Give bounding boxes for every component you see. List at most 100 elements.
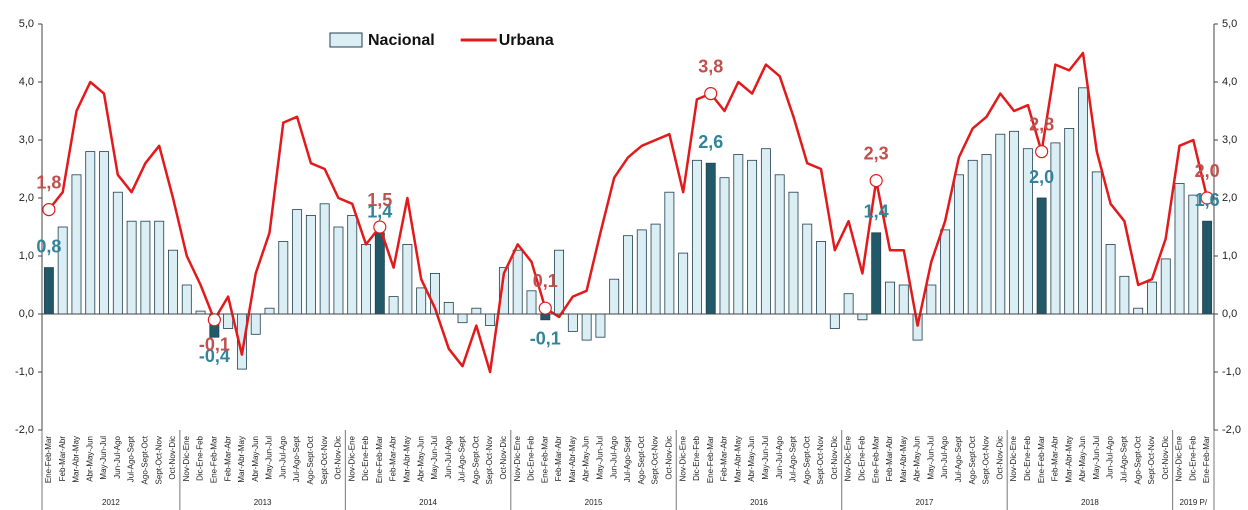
bar <box>981 154 992 315</box>
bar <box>967 159 978 315</box>
x-tick-label: Ene-Feb-Mar <box>871 436 880 483</box>
bar <box>940 229 951 315</box>
y2-tick-label: 4,0 <box>1222 76 1237 88</box>
marker <box>42 203 56 217</box>
bar <box>416 287 427 315</box>
bar <box>140 220 151 315</box>
year-label: 2012 <box>102 498 120 507</box>
x-tick-label: Oct-Nov-Dic <box>1161 436 1170 480</box>
data-label: 2,8 <box>1029 114 1054 134</box>
x-tick-label: Feb-Mar-Abr <box>389 436 398 482</box>
x-tick-label: Dic-Ene-Feb <box>196 435 205 480</box>
bar <box>995 133 1006 315</box>
y-tick-label: -2,0 <box>15 424 34 436</box>
bar <box>1036 197 1047 315</box>
marker <box>704 86 718 101</box>
bar <box>636 229 647 315</box>
data-label: -0,1 <box>530 329 561 349</box>
data-label: 1,6 <box>1195 190 1220 210</box>
bar <box>802 223 813 315</box>
data-label: 0,8 <box>36 236 61 256</box>
x-tick-label: Ago-Sept-Oct <box>802 435 811 484</box>
year-label: 2015 <box>585 498 603 507</box>
x-tick-label: Jun-Jul-Ago <box>113 435 122 478</box>
x-tick-label: Jun-Jul-Ago <box>775 435 784 478</box>
bar <box>857 313 868 321</box>
bar <box>402 243 413 315</box>
y-tick-label: 1,0 <box>19 250 34 262</box>
bar <box>1147 281 1157 315</box>
y-tick-label: 2,0 <box>19 192 34 204</box>
x-tick-label: Jul-Ago-Sept <box>1119 435 1128 482</box>
x-tick-label: Abr-May-Jun <box>913 436 922 482</box>
x-tick-label: Ene-Feb-Mar <box>375 436 384 483</box>
marker <box>373 220 387 234</box>
bar <box>540 313 551 321</box>
x-tick-label: Feb-Mar-Abr <box>1051 436 1060 482</box>
data-label: 1,5 <box>367 190 392 210</box>
x-tick-label: Mar-Abr-May <box>402 436 411 483</box>
bar <box>126 220 137 315</box>
bar <box>333 226 344 315</box>
line <box>47 51 1209 374</box>
x-tick-label: Nov-Dic-Ene <box>182 435 191 481</box>
x-tick-label: Mar-Abr-May <box>237 436 246 483</box>
x-tick-label: May-Jun-Jul <box>99 436 108 480</box>
x-tick-label: Abr-May-Jun <box>251 436 260 482</box>
y2-tick-label: -1,0 <box>1222 366 1241 378</box>
bar <box>485 313 496 327</box>
x-tick-label: Feb-Mar-Abr <box>885 436 894 482</box>
x-tick-label: May-Jun-Jul <box>430 436 439 480</box>
x-tick-label: Mar-Abr-May <box>899 436 908 483</box>
x-tick-label: Ene-Feb-Mar <box>706 436 715 483</box>
x-tick-label: Ago-Sept-Oct <box>141 435 150 484</box>
bar <box>388 296 399 315</box>
bar <box>595 313 606 338</box>
x-tick-label: Jul-Ago-Sept <box>623 435 632 482</box>
year-label: 2016 <box>750 498 768 507</box>
bar <box>691 159 702 315</box>
x-tick-label: Ene-Feb-Mar <box>540 436 549 483</box>
x-tick-label: Sept-Oct-Nov <box>1147 436 1156 484</box>
x-tick-label: Ene-Feb-Mar <box>1202 436 1211 483</box>
bar <box>1174 183 1185 315</box>
bar <box>623 235 633 315</box>
x-tick-label: Feb-Mar-Abr <box>720 436 729 482</box>
bar <box>168 249 178 315</box>
marker <box>1200 191 1214 205</box>
data-label: 2,6 <box>698 132 723 152</box>
legend-label: Urbana <box>499 32 554 49</box>
x-tick-label: Abr-May-Jun <box>747 436 756 482</box>
x-tick-label: Mar-Abr-May <box>733 436 742 483</box>
x-tick-label: Mar-Abr-May <box>72 436 81 483</box>
y-tick-label: 5,0 <box>19 18 34 30</box>
x-tick-label: Ene-Feb-Mar <box>1037 436 1046 483</box>
bar <box>898 284 909 315</box>
x-tick-label: May-Jun-Jul <box>265 436 274 480</box>
x-tick-label: Dic-Ene-Feb <box>692 435 701 480</box>
x-tick-label: Dic-Ene-Feb <box>527 435 536 480</box>
x-tick-label: Jul-Ago-Sept <box>458 435 467 482</box>
year-label: 2017 <box>916 498 934 507</box>
y2-tick-label: -2,0 <box>1222 424 1241 436</box>
bar <box>512 249 523 315</box>
bar <box>361 243 371 315</box>
x-tick-label: Jun-Jul-Ago <box>940 435 949 478</box>
x-tick-label: Jul-Ago-Sept <box>954 435 963 482</box>
bar <box>664 191 675 315</box>
bar <box>816 241 826 315</box>
x-tick-label: Ago-Sept-Oct <box>968 435 977 484</box>
data-label: -0,1 <box>199 335 230 355</box>
bar <box>1091 171 1102 315</box>
bar <box>85 151 96 315</box>
legend-label: Nacional <box>368 32 435 49</box>
bar <box>526 290 537 315</box>
bar <box>99 151 109 315</box>
bar <box>250 313 261 335</box>
x-tick-label: Feb-Mar-Abr <box>58 436 67 482</box>
marker <box>1035 145 1049 159</box>
bar <box>1009 130 1020 315</box>
bar <box>843 293 854 315</box>
x-tick-label: Feb-Mar-Abr <box>223 436 232 482</box>
data-label: -0,4 <box>199 346 230 366</box>
